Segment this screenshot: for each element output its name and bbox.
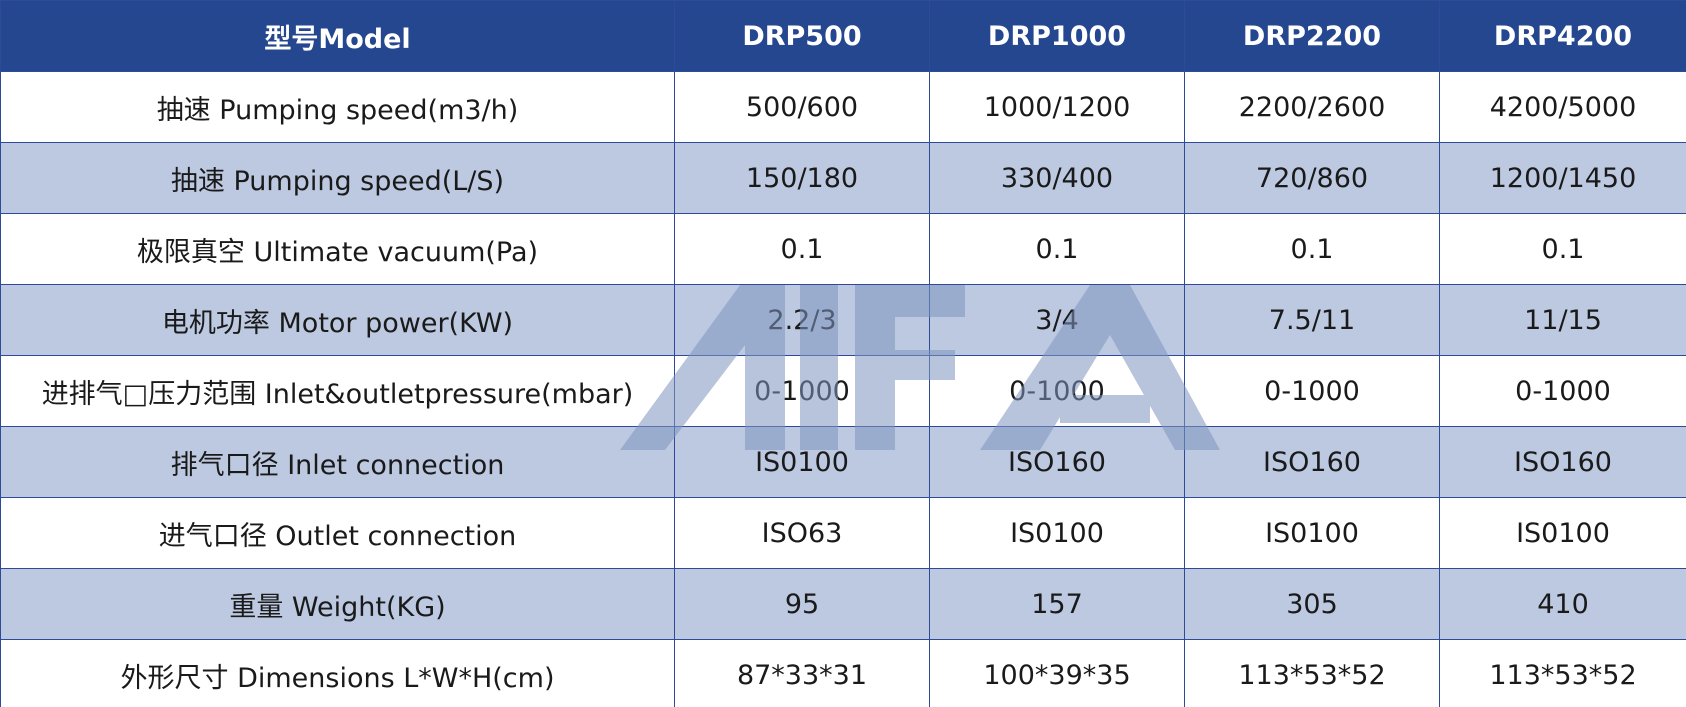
table-cell: IS0100 [929,497,1185,569]
row-label: 抽速 Pumping speed(m3/h) [0,71,675,143]
header-drp1000: DRP1000 [929,0,1185,72]
table-row: 排气口径 Inlet connection IS0100 ISO160 ISO1… [0,426,1686,498]
table-cell: 2.2/3 [674,284,930,356]
table-row: 抽速 Pumping speed(L/S) 150/180 330/400 72… [0,142,1686,214]
row-label: 极限真空 Ultimate vacuum(Pa) [0,213,675,285]
table-cell: IS0100 [1184,497,1440,569]
table-cell: 95 [674,568,930,640]
table-row: 电机功率 Motor power(KW) 2.2/3 3/4 7.5/11 11… [0,284,1686,356]
table-cell: ISO160 [929,426,1185,498]
spec-table-body: 抽速 Pumping speed(m3/h) 500/600 1000/1200… [0,71,1686,707]
table-cell: 2200/2600 [1184,71,1440,143]
row-label: 电机功率 Motor power(KW) [0,284,675,356]
table-cell: 3/4 [929,284,1185,356]
row-label: 抽速 Pumping speed(L/S) [0,142,675,214]
header-drp4200: DRP4200 [1439,0,1686,72]
table-cell: 410 [1439,568,1686,640]
header-drp500: DRP500 [674,0,930,72]
table-row: 重量 Weight(KG) 95 157 305 410 [0,568,1686,640]
row-label: 外形尺寸 Dimensions L*W*H(cm) [0,639,675,707]
table-cell: 500/600 [674,71,930,143]
table-row: 抽速 Pumping speed(m3/h) 500/600 1000/1200… [0,71,1686,143]
table-cell: 113*53*52 [1184,639,1440,707]
table-row: 极限真空 Ultimate vacuum(Pa) 0.1 0.1 0.1 0.1 [0,213,1686,285]
table-cell: 113*53*52 [1439,639,1686,707]
row-label: 进排气□压力范围 Inlet&outletpressure(mbar) [0,355,675,427]
table-cell: 0.1 [1439,213,1686,285]
row-label: 重量 Weight(KG) [0,568,675,640]
table-row: 进气口径 Outlet connection ISO63 IS0100 IS01… [0,497,1686,569]
table-cell: 0.1 [674,213,930,285]
table-cell: 7.5/11 [1184,284,1440,356]
table-cell: IS0100 [1439,497,1686,569]
table-cell: 4200/5000 [1439,71,1686,143]
table-cell: 0-1000 [1439,355,1686,427]
table-cell: ISO160 [1184,426,1440,498]
table-cell: 100*39*35 [929,639,1185,707]
table-cell: 0.1 [929,213,1185,285]
table-cell: 0-1000 [674,355,930,427]
table-cell: 305 [1184,568,1440,640]
header-drp2200: DRP2200 [1184,0,1440,72]
table-cell: 1000/1200 [929,71,1185,143]
table-cell: 1200/1450 [1439,142,1686,214]
table-cell: 150/180 [674,142,930,214]
table-cell: 87*33*31 [674,639,930,707]
row-label: 排气口径 Inlet connection [0,426,675,498]
row-label: 进气口径 Outlet connection [0,497,675,569]
header-row: 型号Model DRP500 DRP1000 DRP2200 DRP4200 [0,0,1686,72]
spec-table-header: 型号Model DRP500 DRP1000 DRP2200 DRP4200 [0,0,1686,72]
table-cell: 330/400 [929,142,1185,214]
table-cell: 0-1000 [1184,355,1440,427]
table-cell: 720/860 [1184,142,1440,214]
table-cell: ISO160 [1439,426,1686,498]
table-cell: 157 [929,568,1185,640]
table-row: 外形尺寸 Dimensions L*W*H(cm) 87*33*31 100*3… [0,639,1686,707]
table-cell: IS0100 [674,426,930,498]
table-row: 进排气□压力范围 Inlet&outletpressure(mbar) 0-10… [0,355,1686,427]
table-cell: 0.1 [1184,213,1440,285]
table-cell: ISO63 [674,497,930,569]
table-cell: 0-1000 [929,355,1185,427]
header-model: 型号Model [0,0,675,72]
table-cell: 11/15 [1439,284,1686,356]
